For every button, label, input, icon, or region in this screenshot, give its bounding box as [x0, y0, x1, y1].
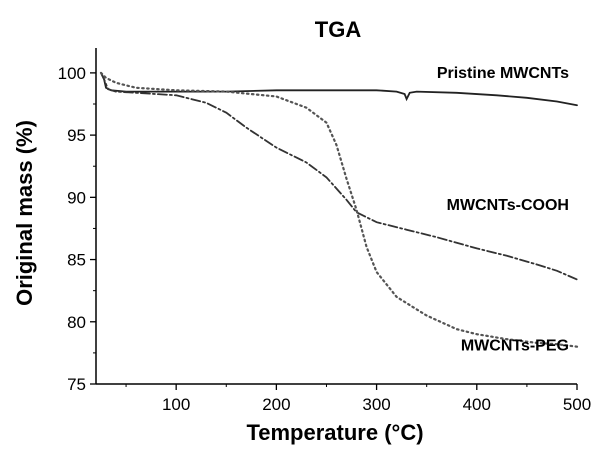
chart-title: TGA [315, 17, 362, 42]
y-tick-label: 85 [67, 251, 86, 270]
x-tick-label: 500 [563, 395, 591, 414]
y-tick-label: 100 [58, 64, 86, 83]
y-tick-label: 95 [67, 126, 86, 145]
x-tick-label: 300 [362, 395, 390, 414]
y-tick-label: 80 [67, 313, 86, 332]
y-tick-label: 90 [67, 188, 86, 207]
series-label-mwcnts-peg: MWCNTs-PEG [461, 337, 569, 354]
x-tick-label: 400 [463, 395, 491, 414]
y-axis-label: Original mass (%) [12, 120, 37, 306]
y-tick-label: 75 [67, 375, 86, 394]
series-line-mwcnts-cooh [100, 72, 578, 281]
plot-area: 75 80 85 90 95 100 100 200 300 400 500 Pristine MWC… [58, 48, 591, 414]
x-tick-label: 200 [262, 395, 290, 414]
series-label-mwcnts-cooh: MWCNTs-COOH [447, 197, 569, 214]
x-tick-label: 100 [162, 395, 190, 414]
x-axis-label: Temperature (°C) [246, 420, 423, 445]
series-line-mwcnts-peg [99, 71, 579, 348]
series-label-pristine-mwcnts: Pristine MWCNTs [437, 65, 569, 82]
